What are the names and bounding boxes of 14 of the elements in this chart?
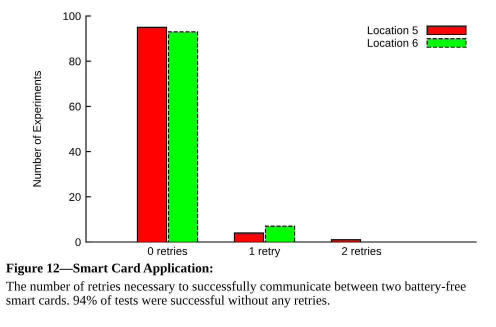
x-tick-label: 1 retry bbox=[250, 247, 280, 258]
y-tick-label: 0 bbox=[75, 238, 81, 246]
text: Figure 12—Smart Card Application: bbox=[6, 263, 212, 276]
legend-label: Location 5 bbox=[368, 26, 418, 34]
x-tick-label: 0 retries bbox=[148, 246, 188, 256]
x-tick-label: 2 retries bbox=[342, 246, 382, 256]
y-tick-label: 100 bbox=[63, 12, 81, 20]
text: The number of retries necessary to successfully communicate between two battery-free smart cards. 94% of tests were successful without any retries. bbox=[6, 281, 466, 308]
legend-label: Location 6 bbox=[368, 38, 418, 47]
y-tick-label: 20 bbox=[69, 193, 81, 201]
y-tick-label: 80 bbox=[69, 57, 81, 66]
y-tick-label: 40 bbox=[69, 148, 81, 156]
y-axis-title: Number of Experiments bbox=[32, 71, 44, 186]
y-tick-label: 60 bbox=[69, 102, 81, 111]
